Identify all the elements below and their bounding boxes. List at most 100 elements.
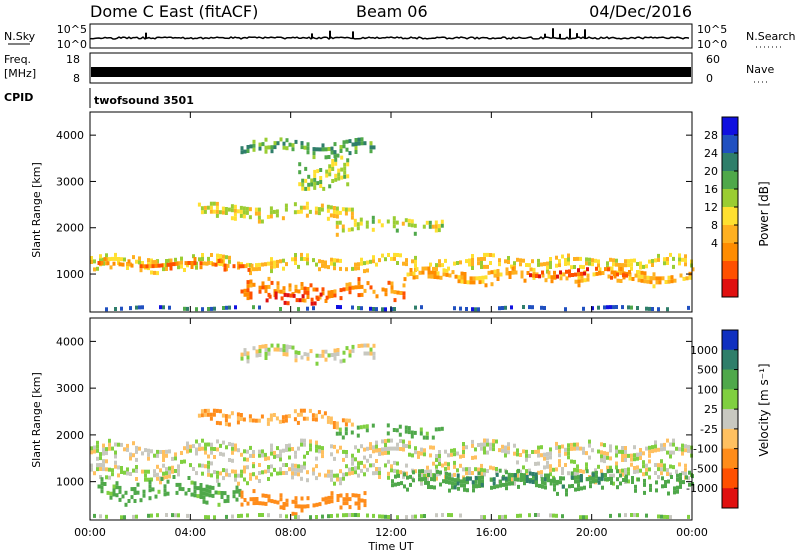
range-cell xyxy=(392,220,396,225)
range-cell xyxy=(445,471,448,476)
range-cell xyxy=(508,275,512,279)
range-cell xyxy=(213,470,216,475)
nsearch-label: N.Search xyxy=(746,30,796,43)
range-cell xyxy=(151,487,155,492)
range-cell xyxy=(433,473,436,478)
range-cell xyxy=(187,488,191,492)
range-cell xyxy=(663,442,666,447)
range-cell xyxy=(433,477,436,482)
range-cell xyxy=(375,467,378,471)
velocity-heatmap xyxy=(90,343,694,520)
range-cell xyxy=(291,471,294,476)
range-cell xyxy=(232,494,236,499)
range-cell xyxy=(249,291,253,296)
range-cell xyxy=(531,472,535,476)
range-cell xyxy=(687,448,690,453)
range-cell xyxy=(588,455,591,460)
range-cell xyxy=(529,273,532,278)
range-cell xyxy=(216,474,219,479)
range-cell xyxy=(456,477,460,482)
range-cell xyxy=(224,211,228,215)
range-cell xyxy=(681,471,684,476)
range-cell xyxy=(555,441,558,446)
range-cell xyxy=(414,446,417,451)
range-cell xyxy=(537,461,540,466)
range-cell xyxy=(357,461,360,466)
range-cell xyxy=(555,255,558,260)
range-cell xyxy=(93,267,96,272)
range-cell xyxy=(429,469,432,474)
range-cell xyxy=(283,292,287,297)
range-cell xyxy=(688,482,691,487)
range-cell xyxy=(307,182,311,187)
range-cell xyxy=(245,206,249,211)
range-cell xyxy=(344,422,348,427)
range-cell xyxy=(625,478,628,483)
range-cell xyxy=(189,444,192,449)
range-cell xyxy=(246,351,250,356)
range-cell xyxy=(484,275,488,280)
range-cell xyxy=(556,491,559,496)
range-cell xyxy=(165,449,168,454)
range-cell xyxy=(93,259,96,264)
range-cell xyxy=(414,514,417,519)
range-cell xyxy=(636,513,639,518)
range-cell xyxy=(654,463,657,467)
range-cell xyxy=(142,489,146,494)
range-cell xyxy=(130,495,134,500)
range-cell xyxy=(510,305,513,310)
range-cell xyxy=(354,142,358,146)
range-cell xyxy=(297,468,300,473)
range-cell xyxy=(492,253,495,258)
range-cell xyxy=(462,467,465,472)
range-cell xyxy=(357,306,360,310)
range-cell xyxy=(163,484,167,489)
range-cell xyxy=(657,467,660,472)
range-cell xyxy=(102,463,105,468)
range-cell xyxy=(627,263,630,268)
range-cell xyxy=(132,255,135,260)
range-cell xyxy=(457,275,461,280)
range-cell xyxy=(177,468,180,473)
range-cell xyxy=(573,467,576,472)
range-cell xyxy=(312,467,315,472)
range-cell xyxy=(541,480,544,485)
range-cell xyxy=(331,159,335,163)
range-cell xyxy=(115,485,119,490)
range-cell xyxy=(534,449,537,454)
range-cell xyxy=(357,277,361,282)
range-cell xyxy=(348,497,352,502)
range-cell xyxy=(169,258,173,263)
range-cell xyxy=(585,477,589,482)
range-cell xyxy=(333,473,336,478)
range-cell xyxy=(201,446,204,451)
range-cell xyxy=(621,450,624,454)
range-cell xyxy=(474,483,478,488)
range-cell xyxy=(225,468,228,473)
range-cell xyxy=(356,425,360,430)
range-cell xyxy=(606,465,609,470)
range-cell xyxy=(459,306,462,311)
range-cell xyxy=(354,513,357,517)
range-cell xyxy=(192,444,195,449)
range-cell xyxy=(667,491,670,496)
range-cell xyxy=(564,262,567,266)
range-cell xyxy=(427,485,430,489)
range-cell xyxy=(520,270,524,275)
range-cell xyxy=(678,462,681,467)
range-cell xyxy=(303,461,306,466)
range-cell xyxy=(332,421,336,425)
range-cell xyxy=(310,182,314,187)
range-cell xyxy=(350,227,354,232)
range-cell xyxy=(97,484,101,489)
range-cell xyxy=(675,446,678,451)
range-cell xyxy=(411,514,414,519)
range-cell xyxy=(202,261,206,266)
range-cell xyxy=(231,450,234,455)
range-cell xyxy=(294,253,297,257)
range-cell xyxy=(319,176,323,180)
range-cell xyxy=(212,209,216,214)
range-cell xyxy=(332,206,336,210)
range-cell xyxy=(190,480,194,485)
range-cell xyxy=(567,471,570,476)
